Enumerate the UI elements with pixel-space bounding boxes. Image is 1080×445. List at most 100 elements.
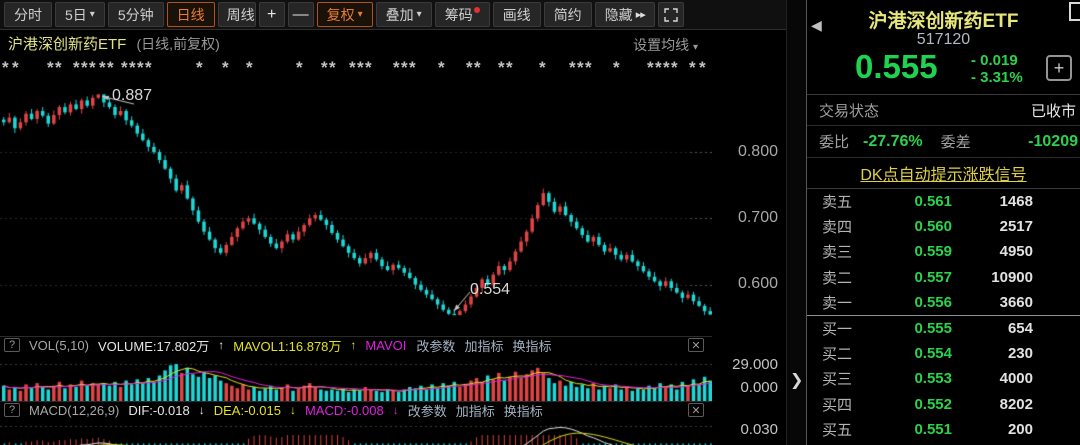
overlay-button[interactable]: 叠加 ▾ [375, 2, 432, 27]
event-marker-icon: * [12, 58, 19, 77]
event-marker-icon: * [466, 58, 473, 77]
button-label: 周线 [226, 6, 255, 23]
switch-indicator-link[interactable]: 换指标 [512, 338, 552, 354]
volume-value: VOLUME:17.802万 [97, 338, 210, 354]
fullscreen-button[interactable] [657, 2, 684, 27]
macd-indicator-name: MACD(12,26,9) [29, 402, 120, 418]
bid-volume: 8202 [999, 395, 1033, 413]
ask-row-3[interactable]: 卖三 0.559 4950 [807, 239, 1080, 264]
draw-line-button[interactable]: 画线 [492, 2, 541, 27]
event-marker-icon: * [47, 58, 54, 77]
high-price-annotation: 0.887 [112, 87, 153, 104]
event-marker-icon: * [585, 58, 592, 77]
bid-price: 0.555 [914, 320, 952, 338]
volume-chart[interactable] [0, 354, 712, 401]
ask-row-1[interactable]: 卖一 0.556 3660 [807, 290, 1080, 315]
button-label: 日线 [176, 6, 205, 23]
price-change: - 0.019 - 3.31% [971, 52, 1023, 86]
zoom-in-button[interactable]: + [258, 2, 285, 27]
caret-down-icon: ▾ [416, 9, 422, 20]
help-icon[interactable]: ? [4, 403, 20, 417]
order-ratio-row: 委比 -27.76% 委差 -10209 [807, 126, 1080, 158]
trade-status-value: 已收市 [1030, 102, 1076, 120]
hide-button[interactable]: 隐藏 ▸▸ [594, 2, 655, 27]
macd-chart[interactable] [0, 419, 712, 445]
event-marker-icon: * [296, 58, 303, 77]
candlestick-chart[interactable] [0, 60, 712, 335]
button-label: 复权 [326, 6, 355, 23]
bid-row-1[interactable]: 买一 0.555 654 [807, 316, 1080, 341]
zoom-out-button[interactable]: — [287, 2, 314, 27]
timeframe-button-5day[interactable]: 5日 ▾ [55, 2, 105, 27]
ma-settings-label: 设置均线 [633, 37, 690, 53]
timeframe-button-minute[interactable]: 分时 [4, 2, 52, 27]
quote-panel: ◀ 沪港深创新药ETF 517120 0.555 - 0.019 - 3.31%… [806, 0, 1080, 445]
trade-status-label: 交易状态 [819, 102, 880, 120]
down-arrow-icon: ↓ [198, 403, 205, 417]
back-arrow-icon[interactable]: ◀ [811, 17, 822, 33]
event-marker-icon: * [145, 58, 152, 77]
ask-row-5[interactable]: 卖五 0.561 1468 [807, 189, 1080, 214]
notification-dot-icon [473, 6, 480, 13]
bid-price: 0.554 [914, 345, 952, 363]
volume-indicator-header: ? VOL(5,10) VOLUME:17.802万 ↑ MAVOL1:16.8… [0, 336, 712, 354]
chart-title: 沪港深创新药ETF [8, 36, 127, 53]
edit-params-link[interactable]: 改参数 [407, 403, 447, 419]
dk-signal-link[interactable]: DK点自动提示涨跌信号 [860, 167, 1027, 184]
adjust-mode-button[interactable]: 复权 ▾ [316, 2, 373, 27]
chips-button[interactable]: 筹码 [434, 2, 490, 27]
ask-label: 卖二 [822, 269, 853, 287]
bid-row-5[interactable]: 买五 0.551 200 [807, 417, 1080, 442]
simple-mode-button[interactable]: 简约 [543, 2, 592, 27]
button-label: 5分钟 [117, 6, 154, 23]
event-marker-icon: * [222, 58, 229, 77]
quote-header: ◀ 沪港深创新药ETF 517120 0.555 - 0.019 - 3.31%… [807, 0, 1080, 95]
help-icon[interactable]: ? [4, 338, 20, 352]
button-label: 画线 [502, 6, 531, 23]
event-marker-icon: * [2, 58, 9, 77]
event-marker-icon: * [55, 58, 62, 77]
close-icon[interactable]: ✕ [688, 403, 704, 417]
timeframe-button-weekly[interactable]: 周线 [217, 2, 256, 27]
price-axis-label: 0.600 [737, 275, 778, 292]
ask-row-2[interactable]: 卖二 0.557 10900 [807, 265, 1080, 290]
dif-value: DIF:-0.018 [128, 402, 190, 418]
ma-settings-dropdown[interactable]: 设置均线 ▾ [633, 35, 698, 55]
ask-label: 卖四 [822, 219, 853, 237]
event-marker-icon: * [89, 58, 96, 77]
collapse-panel-icon[interactable]: ❯ [790, 372, 804, 389]
partial-button[interactable] [1069, 2, 1080, 21]
ask-row-4[interactable]: 卖四 0.560 2517 [807, 214, 1080, 239]
bid-price: 0.551 [914, 420, 952, 438]
last-price: 0.555 [855, 48, 938, 85]
double-chevron-right-icon: ▸▸ [635, 9, 646, 21]
event-marker-icon: * [474, 58, 481, 77]
bid-row-4[interactable]: 买四 0.552 8202 [807, 392, 1080, 417]
vol-indicator-name: VOL(5,10) [29, 337, 89, 353]
close-icon[interactable]: ✕ [688, 338, 704, 352]
chart-title-row: 沪港深创新药ETF (日线,前复权) [8, 33, 220, 54]
button-label: 叠加 [385, 6, 414, 23]
add-indicator-link[interactable]: 加指标 [464, 338, 504, 354]
edit-params-link[interactable]: 改参数 [416, 338, 456, 354]
caret-down-icon: ▾ [89, 9, 95, 20]
event-marker-icon: * [577, 58, 584, 77]
event-marker-icon: * [246, 58, 253, 77]
timeframe-button-daily[interactable]: 日线 [166, 2, 215, 27]
ask-volume: 1468 [999, 193, 1033, 211]
add-to-watchlist-button[interactable]: + [1046, 55, 1072, 81]
timeframe-button-5min[interactable]: 5分钟 [107, 2, 164, 27]
button-label: 5日 [65, 6, 87, 23]
up-arrow-icon: ↑ [218, 338, 225, 352]
weicha-label: 委差 [940, 134, 971, 151]
button-label: 筹码 [444, 6, 473, 23]
ask-label: 卖一 [822, 294, 853, 312]
ask-price: 0.561 [914, 193, 952, 211]
bid-row-2[interactable]: 买二 0.554 230 [807, 341, 1080, 366]
change-percent: - 3.31% [971, 69, 1023, 86]
bid-row-3[interactable]: 买三 0.553 4000 [807, 366, 1080, 391]
add-indicator-link[interactable]: 加指标 [455, 403, 495, 419]
switch-indicator-link[interactable]: 换指标 [503, 403, 543, 419]
event-marker-icon: * [99, 58, 106, 77]
price-axis-label: 0.700 [737, 209, 778, 226]
